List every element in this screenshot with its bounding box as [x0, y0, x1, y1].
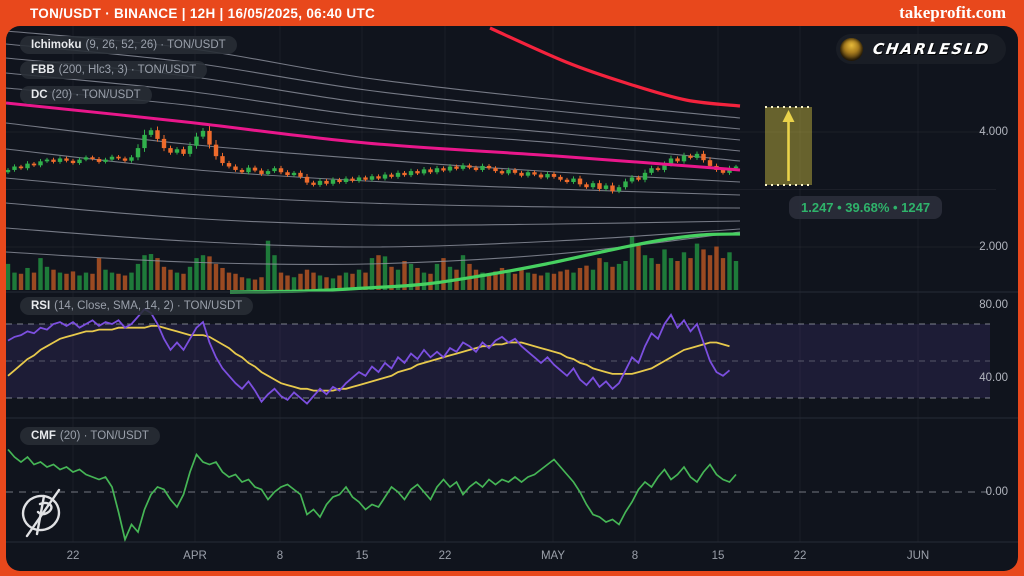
- volume-layer: [6, 236, 739, 290]
- indicator-label-cmf[interactable]: CMF (20) · TON/USDT: [20, 427, 160, 445]
- time-axis-label: APR: [183, 550, 207, 562]
- watermark-badge: CHARLESLD: [835, 34, 1006, 64]
- price-axis-label: 4.000: [979, 126, 1008, 138]
- chart-panel[interactable]: Ichimoku (9, 26, 52, 26) · TON/USDT FBB (2…: [6, 26, 1018, 571]
- takeprofit-logo-watermark: [21, 488, 61, 538]
- candles-layer: [6, 125, 739, 194]
- time-axis-label: MAY: [540, 550, 566, 562]
- measure-box[interactable]: [765, 106, 812, 186]
- fbb-extreme-lines: [6, 26, 741, 294]
- indicator-params: (20) · TON/USDT: [51, 89, 141, 101]
- measure-label[interactable]: 1.247 • 39.68% • 1247: [789, 196, 943, 219]
- time-axis-label: 22: [66, 550, 80, 562]
- pane-dividers: [6, 291, 1018, 543]
- fbb-band-lines: [6, 30, 741, 266]
- indicator-params: (200, Hlc3, 3) · TON/USDT: [58, 64, 197, 76]
- price-axis-label: 40.00: [979, 372, 1008, 384]
- price-axis-label: 2.000: [979, 241, 1008, 253]
- brand-takeprofit: takeprofit.com: [899, 3, 1006, 22]
- chart-title: TON/USDT · BINANCE | 12H | 16/05/2025, 0…: [30, 5, 376, 21]
- price-axis-label: 0.00: [985, 486, 1008, 498]
- time-axis-label: 8: [276, 550, 284, 562]
- price-axis-label: 80.00: [979, 299, 1008, 311]
- cmf-line: [7, 448, 737, 543]
- time-axis-label: 22: [793, 550, 807, 562]
- time-axis-label: 15: [711, 550, 725, 562]
- indicator-params: (9, 26, 52, 26) · TON/USDT: [85, 39, 226, 51]
- indicator-label-ichimoku[interactable]: Ichimoku (9, 26, 52, 26) · TON/USDT: [20, 36, 237, 54]
- avatar: [839, 37, 863, 61]
- indicator-name: DC: [31, 89, 48, 101]
- indicator-label-dc[interactable]: DC (20) · TON/USDT: [20, 86, 152, 104]
- indicator-label-rsi[interactable]: RSI (14, Close, SMA, 14, 2) · TON/USDT: [20, 297, 254, 315]
- indicator-name: Ichimoku: [31, 39, 82, 51]
- rsi-line: [7, 308, 731, 405]
- indicator-params: (20) · TON/USDT: [59, 430, 149, 442]
- indicator-name: RSI: [31, 300, 51, 312]
- time-axis-label: JUN: [906, 550, 930, 562]
- chart-canvas[interactable]: [6, 26, 1018, 571]
- indicator-name: CMF: [31, 430, 56, 442]
- watermark-name: CHARLESLD: [871, 40, 992, 58]
- rsi-pane: [6, 308, 990, 405]
- top-bar: TON/USDT · BINANCE | 12H | 16/05/2025, 0…: [0, 0, 1024, 26]
- indicator-params: (14, Close, SMA, 14, 2) · TON/USDT: [54, 300, 243, 312]
- indicator-label-fbb[interactable]: FBB (200, Hlc3, 3) · TON/USDT: [20, 61, 208, 79]
- time-axis-label: 8: [631, 550, 639, 562]
- cmf-pane: [6, 448, 990, 543]
- indicator-name: FBB: [31, 64, 55, 76]
- rsi-sma-line: [7, 324, 730, 392]
- time-axis-label: 15: [355, 550, 369, 562]
- time-axis-label: 22: [438, 550, 452, 562]
